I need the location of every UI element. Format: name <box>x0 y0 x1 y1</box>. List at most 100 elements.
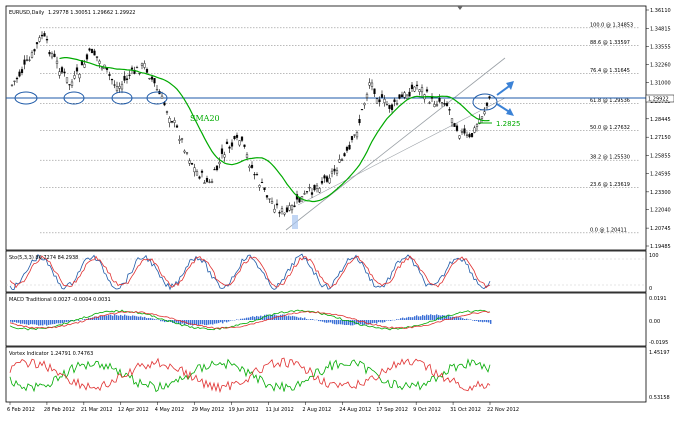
macd-bar <box>246 318 247 320</box>
macd-bar <box>224 320 225 322</box>
macd-bar <box>480 320 481 322</box>
macd-bar <box>210 320 211 324</box>
candle-body <box>391 105 393 110</box>
macd-bar <box>422 315 423 320</box>
candle-body <box>79 74 81 78</box>
candle-body <box>416 85 418 86</box>
vortex-axis-top: 1.45197 <box>649 350 670 356</box>
macd-bar <box>60 320 61 323</box>
candle-body <box>239 141 241 145</box>
candle-body <box>326 177 328 182</box>
price-axis-label: 1.34815 <box>650 26 671 32</box>
candle-body <box>356 132 358 137</box>
macd-bar <box>410 317 411 320</box>
chart-title: EURUSD,Daily <box>9 10 44 16</box>
macd-bar <box>148 318 149 320</box>
candle-body <box>421 88 423 92</box>
current-price: 1.29922 <box>648 97 669 103</box>
macd-bar <box>350 320 351 325</box>
macd-axis-top: 0.0191 <box>649 296 667 302</box>
macd-bar <box>152 318 153 320</box>
macd-bar <box>202 320 203 324</box>
candle-body <box>111 79 113 80</box>
macd-bar <box>302 318 303 320</box>
macd-bar <box>154 319 155 320</box>
candle-body <box>364 103 366 105</box>
macd-bar <box>468 319 469 320</box>
candle-body <box>54 54 56 57</box>
candle-body <box>319 188 321 192</box>
vortex-panel <box>6 347 646 402</box>
macd-bar <box>306 319 307 320</box>
candle-body <box>99 61 101 63</box>
candle-body <box>226 142 228 144</box>
macd-bar <box>130 316 131 320</box>
macd-bar <box>296 317 297 320</box>
candle-body <box>459 136 461 139</box>
macd-bar <box>384 320 385 322</box>
macd-bar <box>194 320 195 324</box>
macd-bar <box>64 320 65 322</box>
candle-body <box>409 92 411 96</box>
macd-bar <box>142 317 143 320</box>
fib-level-label: 38.2 @ 1.25530 <box>590 155 630 161</box>
candle-body <box>434 104 436 106</box>
macd-bar <box>24 320 25 324</box>
candle-body <box>456 126 458 131</box>
candle-body <box>71 82 73 86</box>
macd-bar <box>34 320 35 324</box>
candle-body <box>129 75 131 76</box>
macd-bar <box>214 320 215 324</box>
candle-body <box>369 83 371 86</box>
stochastic-axis-bottom: 0 <box>649 286 652 292</box>
macd-bar <box>458 317 459 320</box>
candle-body <box>306 191 308 192</box>
macd-bar <box>118 316 119 320</box>
candle-body <box>441 103 443 104</box>
macd-bar <box>12 320 13 322</box>
candle-body <box>394 100 396 102</box>
macd-axis-zero: 0.00 <box>649 319 660 325</box>
candle-body <box>411 85 413 89</box>
candle-body <box>69 84 71 85</box>
candle-body <box>16 78 18 79</box>
candle-body <box>114 85 116 86</box>
macd-bar <box>308 319 309 320</box>
candle-body <box>36 42 38 43</box>
macd-title: MACD Traditional 0.0027 -0.0004 0.0031 <box>9 297 111 303</box>
macd-bar <box>416 315 417 320</box>
candle-body <box>186 153 188 154</box>
candle-body <box>339 159 341 162</box>
macd-bar <box>374 320 375 323</box>
candle-body <box>144 63 146 67</box>
level-label: 1.2825 <box>496 120 521 128</box>
candle-body <box>116 86 118 91</box>
macd-bar <box>18 320 19 323</box>
macd-bar <box>208 320 209 325</box>
date-axis-label: 24 Aug 2012 <box>339 407 371 413</box>
sma-label: SMA20 <box>190 114 220 123</box>
candle-body <box>451 118 453 122</box>
macd-bar <box>240 319 241 320</box>
macd-bar <box>462 318 463 320</box>
price-axis-label: 1.20745 <box>650 226 671 232</box>
candle-body <box>204 183 206 184</box>
macd-bar <box>490 320 491 324</box>
macd-bar <box>414 316 415 320</box>
candle-body <box>121 84 123 89</box>
fib-level-label: 76.4 @ 1.31645 <box>590 68 630 74</box>
candle-body <box>231 143 233 147</box>
candle-body <box>59 72 61 76</box>
macd-bar <box>256 316 257 320</box>
candle-body <box>214 169 216 170</box>
candle-body <box>481 117 483 119</box>
candle-body <box>446 103 448 105</box>
macd-bar <box>298 318 299 320</box>
candle-body <box>64 72 66 73</box>
candle-body <box>371 83 373 87</box>
candle-body <box>259 185 261 187</box>
macd-bar <box>478 320 479 322</box>
candle-body <box>154 78 156 83</box>
candle-body <box>389 105 391 108</box>
